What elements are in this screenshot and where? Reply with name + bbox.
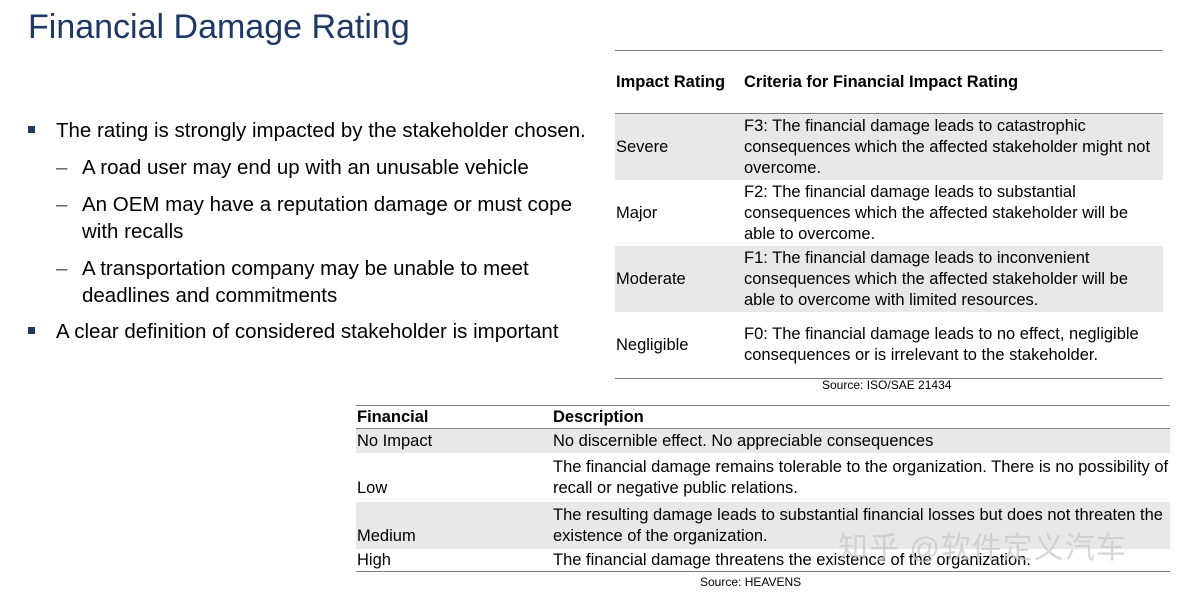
table-row: Moderate F1: The financial damage leads … xyxy=(615,246,1163,312)
level-cell: Low xyxy=(357,479,388,497)
description-cell: The financial damage threatens the exist… xyxy=(553,550,1031,569)
bullet-text: A clear definition of considered stakeho… xyxy=(56,320,559,343)
sub-bullet-text: A transportation company may be unable t… xyxy=(82,257,529,307)
level-cell: High xyxy=(357,550,391,569)
table-rule xyxy=(615,50,1163,51)
table-rule xyxy=(615,378,1163,379)
table-row: Negligible F0: The financial damage lead… xyxy=(615,312,1163,378)
sub-bullet-text: A road user may end up with an unusable … xyxy=(82,156,529,179)
description-cell: The financial damage remains tolerable t… xyxy=(553,458,1169,497)
header-financial: Financial xyxy=(357,407,429,426)
dash-bullet-icon: – xyxy=(56,156,68,179)
sub-bullet-item: – A road user may end up with an unusabl… xyxy=(28,154,588,181)
dash-bullet-icon: – xyxy=(56,257,68,280)
criteria-cell: F1: The financial damage leads to inconv… xyxy=(744,248,1129,309)
rating-cell: Moderate xyxy=(616,269,686,288)
criteria-cell: F3: The financial damage leads to catast… xyxy=(744,116,1151,177)
source-caption: Source: HEAVENS xyxy=(700,575,802,589)
table-header: Impact Rating Criteria for Financial Imp… xyxy=(615,51,1163,114)
description-cell: No discernible effect. No appreciable co… xyxy=(553,431,934,450)
header-impact-rating: Impact Rating xyxy=(616,72,726,91)
table-header: Financial Description xyxy=(356,406,1170,429)
bullet-text: The rating is strongly impacted by the s… xyxy=(56,119,586,142)
description-cell: The resulting damage leads to substantia… xyxy=(553,506,1163,545)
bullet-list: The rating is strongly impacted by the s… xyxy=(28,118,588,355)
table-rule xyxy=(356,571,1170,572)
square-bullet-icon xyxy=(28,126,35,133)
sub-bullet-item: – A transportation company may be unable… xyxy=(28,255,588,309)
level-cell: No Impact xyxy=(357,431,433,450)
iso-impact-table: Impact Rating Criteria for Financial Imp… xyxy=(615,50,1163,379)
rating-cell: Negligible xyxy=(616,335,689,354)
table-row: Severe F3: The financial damage leads to… xyxy=(615,114,1163,180)
rating-cell: Severe xyxy=(616,137,669,156)
table-row: No Impact No discernible effect. No appr… xyxy=(356,429,1170,453)
table-row: High The financial damage threatens the … xyxy=(356,549,1170,571)
criteria-cell: F0: The financial damage leads to no eff… xyxy=(744,325,1139,364)
header-criteria: Criteria for Financial Impact Rating xyxy=(744,72,1019,91)
bullet-item: The rating is strongly impacted by the s… xyxy=(28,118,588,144)
level-cell: Medium xyxy=(357,527,416,545)
rating-cell: Major xyxy=(616,203,658,222)
sub-bullet-text: An OEM may have a reputation damage or m… xyxy=(82,193,572,243)
criteria-cell: F2: The financial damage leads to substa… xyxy=(744,182,1129,243)
dash-bullet-icon: – xyxy=(56,193,68,216)
bullet-item: A clear definition of considered stakeho… xyxy=(28,319,588,345)
watermark: 知乎 @软件定义汽车 xyxy=(838,532,1127,565)
table-row: Low The financial damage remains tolerab… xyxy=(356,453,1170,502)
table-rule xyxy=(356,405,1170,406)
table-row: Major F2: The financial damage leads to … xyxy=(615,180,1163,246)
source-caption: Source: ISO/SAE 21434 xyxy=(822,378,952,392)
sub-bullet-item: – An OEM may have a reputation damage or… xyxy=(28,191,588,245)
heavens-financial-table: Financial Description No Impact No disce… xyxy=(356,405,1170,572)
header-description: Description xyxy=(553,407,644,426)
table-row: Medium The resulting damage leads to sub… xyxy=(356,502,1170,549)
square-bullet-icon xyxy=(28,327,35,334)
page-title: Financial Damage Rating xyxy=(28,8,410,46)
